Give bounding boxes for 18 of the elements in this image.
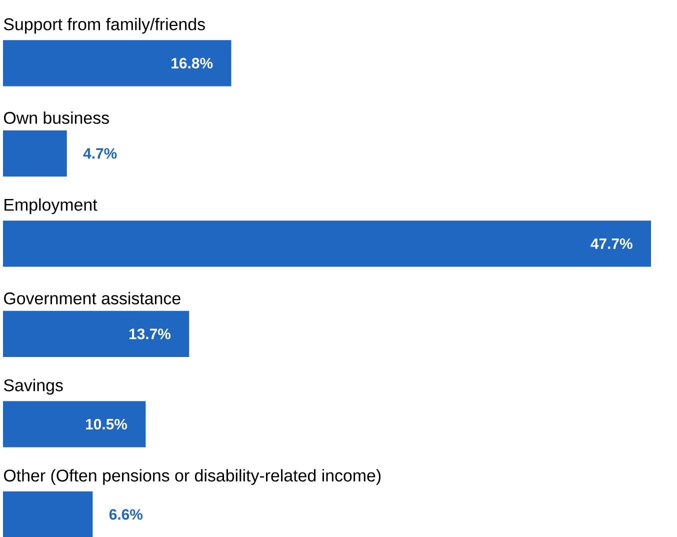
data-label: 13.7% [129, 328, 171, 340]
y-tick-label: Employment [4, 198, 98, 214]
data-label: 6.6% [109, 509, 143, 520]
bar [3, 310, 190, 357]
data-label: 47.7% [590, 238, 632, 249]
y-tick-label: Other (Often pensions or disability-related income) [4, 469, 381, 485]
bar [3, 130, 67, 176]
data-label: 16.8% [172, 58, 213, 68]
y-tick-label: Support from family/friends [4, 18, 205, 34]
data-label: 10.5% [86, 418, 128, 430]
data-label: 4.7% [83, 148, 117, 159]
bar [3, 491, 93, 537]
bar [3, 220, 652, 267]
y-tick-label: Government assistance [4, 292, 180, 304]
bar [3, 401, 146, 448]
y-tick-label: Own business [4, 111, 109, 124]
bar [3, 40, 232, 86]
y-tick-label: Savings [4, 378, 63, 395]
